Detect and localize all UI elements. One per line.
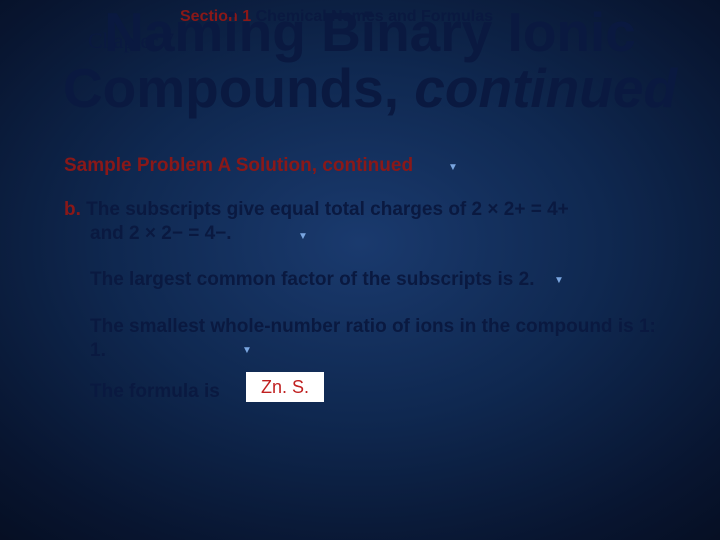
bullet-icon: ▼ (242, 345, 252, 356)
title-continued: continued (414, 57, 677, 119)
item-b-text1: The subscripts give equal total charges … (81, 199, 569, 220)
bullet-icon: ▼ (448, 162, 458, 173)
bullet-icon: ▼ (298, 231, 308, 242)
formula-box: Zn. S. (246, 372, 324, 402)
body-line-4: The formula is (90, 381, 220, 403)
slide-title: Naming Binary Ionic Compounds, continued (50, 4, 690, 116)
item-b-text2: and 2 × 2− = 4−. (64, 223, 232, 244)
sample-problem-heading: Sample Problem A Solution, continued (64, 155, 413, 177)
formula-text: Zn. S. (261, 377, 309, 397)
item-b-label: b. (64, 199, 81, 220)
bullet-icon: ▼ (554, 275, 564, 286)
body-line-b: b. The subscripts give equal total charg… (64, 198, 670, 246)
body-line-3: The smallest whole-number ratio of ions … (90, 315, 660, 363)
body-line-2: The largest common factor of the subscri… (90, 268, 680, 293)
